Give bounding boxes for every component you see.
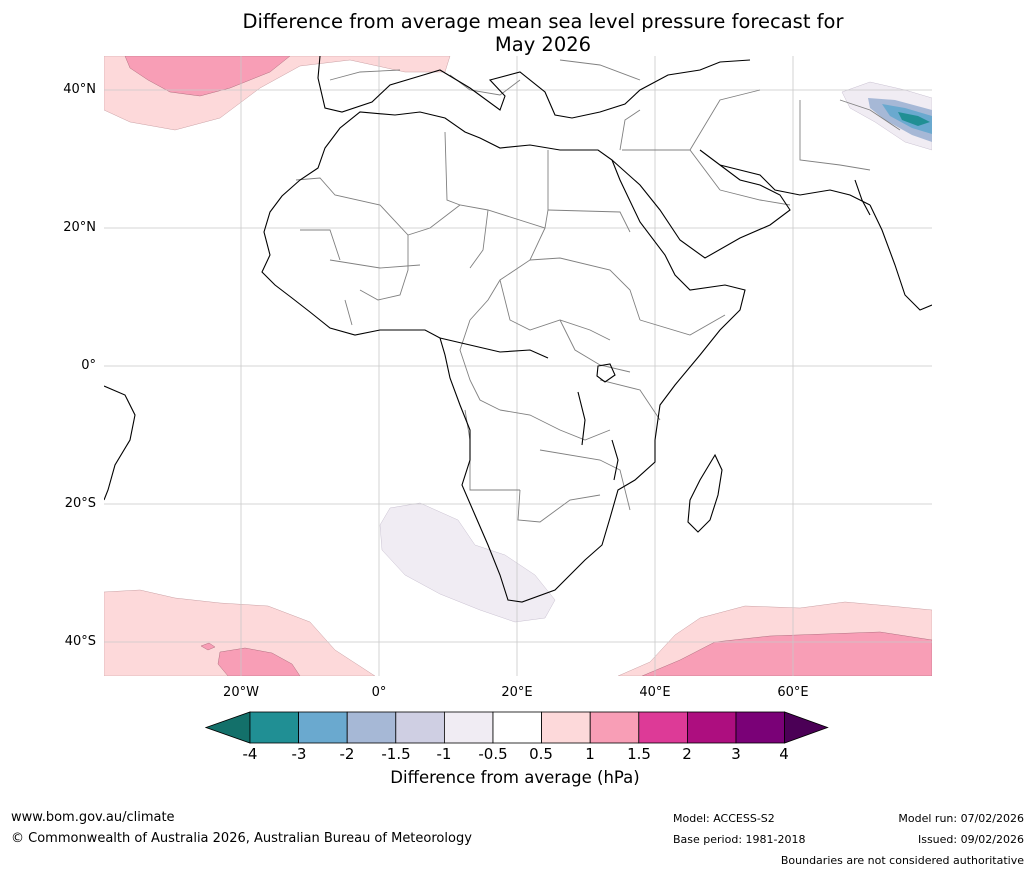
middle-east-coastline bbox=[611, 149, 791, 259]
lat-label-40n: 40°N bbox=[63, 82, 96, 97]
colorbar-tick: 4 bbox=[779, 745, 789, 763]
country-borders bbox=[295, 59, 901, 523]
lat-label-40s: 40°S bbox=[64, 634, 96, 649]
south-america-coastline bbox=[104, 385, 136, 501]
colorbar-tick: -1 bbox=[436, 745, 452, 763]
anomaly-negative-himalaya-peak bbox=[898, 112, 930, 126]
anomaly-positive-mid-se bbox=[641, 631, 932, 676]
colorbar-swatch bbox=[541, 711, 591, 744]
lat-label-20s: 20°S bbox=[64, 496, 96, 511]
footer-website: www.bom.gov.au/climate bbox=[11, 810, 175, 825]
lake-malawi bbox=[611, 439, 619, 481]
colorbar-tick: -3 bbox=[291, 745, 307, 763]
colorbar-swatch bbox=[443, 711, 494, 744]
colorbar-swatch bbox=[395, 711, 445, 744]
arabian-sea-coastline bbox=[854, 179, 871, 216]
colorbar-swatch bbox=[589, 711, 640, 744]
colorbar-swatch bbox=[638, 711, 688, 744]
footer-base-period: Base period: 1981-2018 bbox=[673, 833, 806, 846]
lake-tanganyika bbox=[577, 391, 586, 446]
colorbar-extend-low bbox=[205, 711, 251, 744]
colorbar-tick: 1.5 bbox=[627, 745, 651, 763]
colorbar-tick: -0.5 bbox=[478, 745, 508, 763]
india-coastline bbox=[869, 204, 932, 311]
footer-disclaimer: Boundaries are not considered authoritat… bbox=[780, 854, 1024, 867]
chart-title: Difference from average mean sea level p… bbox=[130, 10, 956, 56]
colorbar-swatch bbox=[346, 711, 397, 744]
lon-label-0: 0° bbox=[371, 685, 387, 700]
title-line-2: May 2026 bbox=[494, 33, 592, 56]
colorbar-tick: 1 bbox=[585, 745, 595, 763]
anomaly-positive-mid-sw-spot bbox=[200, 642, 216, 651]
colorbar-tick: -1.5 bbox=[381, 745, 411, 763]
anomaly-positive-light-sw bbox=[104, 589, 376, 676]
colorbar-tick: 2 bbox=[682, 745, 692, 763]
colorbar-tick: -2 bbox=[339, 745, 355, 763]
title-line-1: Difference from average mean sea level p… bbox=[242, 10, 844, 33]
madagascar-coastline bbox=[687, 453, 723, 533]
footer-copyright: © Commonwealth of Australia 2026, Austra… bbox=[11, 831, 472, 846]
gulf-of-guinea-coast bbox=[439, 337, 549, 359]
lat-label-0: 0° bbox=[81, 358, 96, 373]
colorbar-swatch bbox=[735, 711, 785, 744]
colorbar-tick: 0.5 bbox=[529, 745, 553, 763]
europe-coastline bbox=[317, 56, 751, 119]
colorbar-swatch bbox=[686, 711, 737, 744]
lon-label-20w: 20°W bbox=[223, 685, 259, 700]
lon-label-40e: 40°E bbox=[639, 685, 671, 700]
lat-label-20n: 20°N bbox=[63, 220, 96, 235]
lake-victoria bbox=[596, 363, 616, 383]
colorbar-label: Difference from average (hPa) bbox=[390, 768, 640, 787]
colorbar bbox=[205, 711, 829, 744]
colorbar-swatch bbox=[249, 711, 299, 744]
footer-model: Model: ACCESS-S2 bbox=[673, 812, 775, 825]
map-plot-area bbox=[104, 56, 932, 676]
coastlines bbox=[104, 56, 932, 603]
footer-issued: Issued: 09/02/2026 bbox=[917, 833, 1024, 846]
colorbar-extend-high bbox=[784, 711, 829, 744]
persian-gulf-coastline bbox=[719, 164, 871, 206]
graticule bbox=[104, 56, 932, 676]
colorbar-tick: 3 bbox=[731, 745, 741, 763]
colorbar-swatch bbox=[298, 711, 348, 744]
lon-label-60e: 60°E bbox=[777, 685, 809, 700]
africa-coastline bbox=[261, 111, 746, 603]
colorbar-tick: -4 bbox=[242, 745, 258, 763]
anomaly-positive-mid-nw bbox=[124, 56, 291, 97]
anomaly-positive-mid-sw bbox=[217, 647, 301, 676]
colorbar-swatch bbox=[492, 711, 542, 744]
lon-label-20e: 20°E bbox=[501, 685, 533, 700]
anomaly-neutral-southern-africa bbox=[379, 502, 556, 623]
footer-model-run: Model run: 07/02/2026 bbox=[898, 812, 1024, 825]
